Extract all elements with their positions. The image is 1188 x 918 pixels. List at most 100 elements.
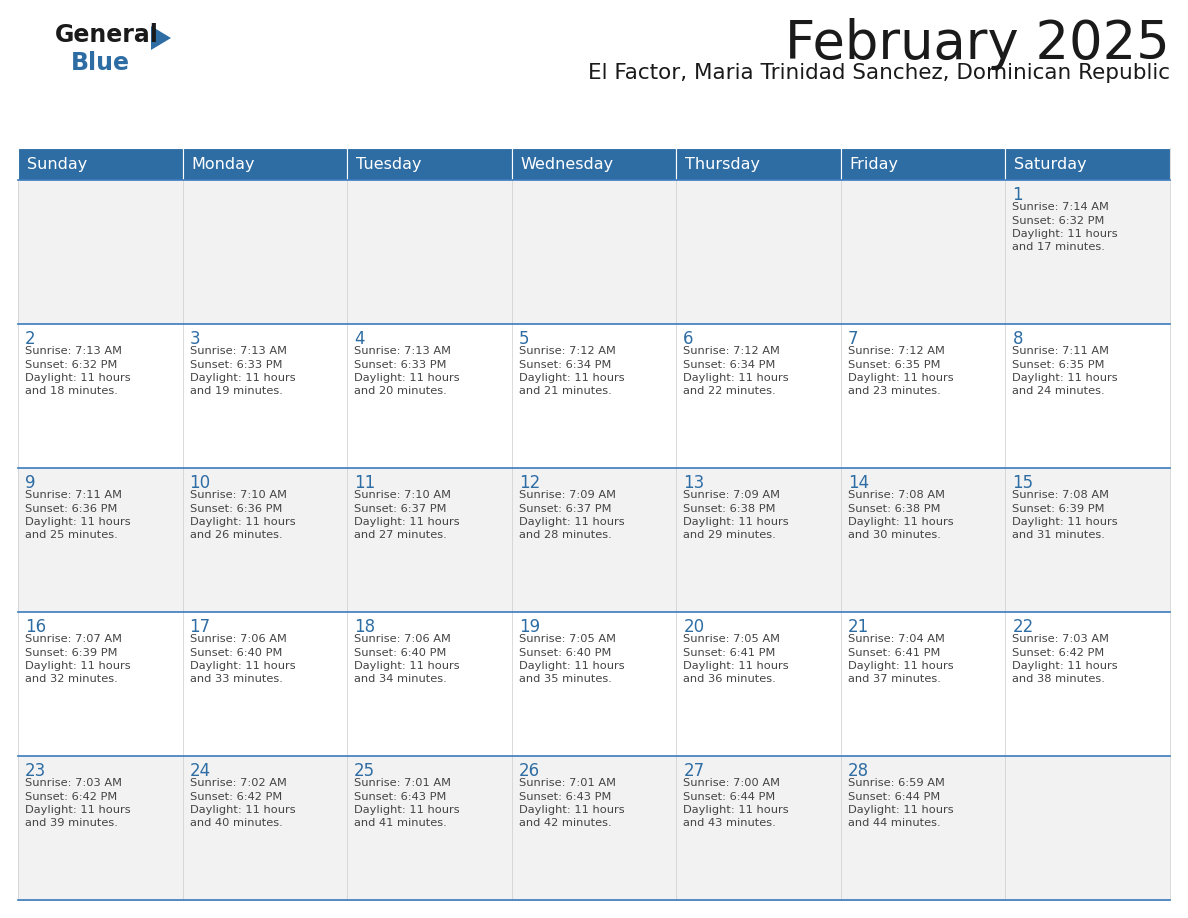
Bar — [676, 468, 841, 612]
Text: Sunset: 6:40 PM: Sunset: 6:40 PM — [519, 647, 611, 657]
Text: Sunset: 6:36 PM: Sunset: 6:36 PM — [25, 503, 118, 513]
Text: Monday: Monday — [191, 156, 255, 172]
Bar — [347, 756, 512, 900]
Polygon shape — [151, 26, 171, 50]
Text: and 43 minutes.: and 43 minutes. — [683, 819, 776, 829]
Text: Daylight: 11 hours: Daylight: 11 hours — [1012, 517, 1118, 527]
Bar — [183, 756, 347, 900]
Text: and 37 minutes.: and 37 minutes. — [848, 675, 941, 685]
Bar — [1005, 756, 1170, 900]
Text: Daylight: 11 hours: Daylight: 11 hours — [519, 373, 625, 383]
Bar — [1005, 180, 1170, 324]
Text: 13: 13 — [683, 474, 704, 492]
Text: Sunset: 6:41 PM: Sunset: 6:41 PM — [683, 647, 776, 657]
Bar — [512, 180, 676, 324]
Text: Wednesday: Wednesday — [520, 156, 614, 172]
Text: Daylight: 11 hours: Daylight: 11 hours — [1012, 229, 1118, 239]
Text: Daylight: 11 hours: Daylight: 11 hours — [190, 517, 295, 527]
Text: Daylight: 11 hours: Daylight: 11 hours — [848, 805, 954, 815]
Text: Daylight: 11 hours: Daylight: 11 hours — [683, 805, 789, 815]
Text: Daylight: 11 hours: Daylight: 11 hours — [190, 805, 295, 815]
Bar — [676, 756, 841, 900]
Text: Daylight: 11 hours: Daylight: 11 hours — [25, 805, 131, 815]
Text: and 40 minutes.: and 40 minutes. — [190, 819, 283, 829]
Text: and 36 minutes.: and 36 minutes. — [683, 675, 776, 685]
Text: 18: 18 — [354, 618, 375, 636]
Text: Sunrise: 7:03 AM: Sunrise: 7:03 AM — [25, 778, 122, 788]
Bar — [841, 612, 1005, 756]
Text: Daylight: 11 hours: Daylight: 11 hours — [683, 661, 789, 671]
Text: 26: 26 — [519, 762, 539, 780]
Text: Sunset: 6:42 PM: Sunset: 6:42 PM — [1012, 647, 1105, 657]
Text: and 39 minutes.: and 39 minutes. — [25, 819, 118, 829]
Bar — [18, 324, 183, 468]
Bar — [183, 468, 347, 612]
Text: Sunset: 6:33 PM: Sunset: 6:33 PM — [190, 360, 282, 370]
Text: and 18 minutes.: and 18 minutes. — [25, 386, 118, 397]
Text: Sunrise: 7:09 AM: Sunrise: 7:09 AM — [519, 490, 615, 500]
Text: 24: 24 — [190, 762, 210, 780]
Text: 15: 15 — [1012, 474, 1034, 492]
Bar — [512, 148, 676, 180]
Text: Tuesday: Tuesday — [356, 156, 422, 172]
Text: Daylight: 11 hours: Daylight: 11 hours — [354, 517, 460, 527]
Bar — [841, 468, 1005, 612]
Text: Sunday: Sunday — [27, 156, 87, 172]
Text: Sunset: 6:35 PM: Sunset: 6:35 PM — [848, 360, 941, 370]
Text: 6: 6 — [683, 330, 694, 348]
Text: Sunrise: 7:13 AM: Sunrise: 7:13 AM — [354, 346, 451, 356]
Text: and 34 minutes.: and 34 minutes. — [354, 675, 447, 685]
Text: Daylight: 11 hours: Daylight: 11 hours — [1012, 661, 1118, 671]
Text: Sunset: 6:32 PM: Sunset: 6:32 PM — [25, 360, 118, 370]
Text: 25: 25 — [354, 762, 375, 780]
Text: Daylight: 11 hours: Daylight: 11 hours — [25, 373, 131, 383]
Text: Sunset: 6:39 PM: Sunset: 6:39 PM — [25, 647, 118, 657]
Text: Daylight: 11 hours: Daylight: 11 hours — [848, 373, 954, 383]
Text: and 22 minutes.: and 22 minutes. — [683, 386, 776, 397]
Text: 2: 2 — [25, 330, 36, 348]
Text: Sunrise: 7:06 AM: Sunrise: 7:06 AM — [354, 634, 451, 644]
Text: and 28 minutes.: and 28 minutes. — [519, 531, 612, 541]
Text: Sunrise: 6:59 AM: Sunrise: 6:59 AM — [848, 778, 944, 788]
Bar — [183, 180, 347, 324]
Text: Daylight: 11 hours: Daylight: 11 hours — [848, 661, 954, 671]
Text: 28: 28 — [848, 762, 868, 780]
Text: and 21 minutes.: and 21 minutes. — [519, 386, 612, 397]
Text: Sunset: 6:38 PM: Sunset: 6:38 PM — [848, 503, 941, 513]
Bar — [18, 468, 183, 612]
Text: Daylight: 11 hours: Daylight: 11 hours — [519, 661, 625, 671]
Text: 11: 11 — [354, 474, 375, 492]
Text: Sunset: 6:44 PM: Sunset: 6:44 PM — [683, 791, 776, 801]
Bar — [676, 148, 841, 180]
Text: and 41 minutes.: and 41 minutes. — [354, 819, 447, 829]
Text: Daylight: 11 hours: Daylight: 11 hours — [354, 373, 460, 383]
Text: and 31 minutes.: and 31 minutes. — [1012, 531, 1105, 541]
Text: Sunrise: 7:07 AM: Sunrise: 7:07 AM — [25, 634, 122, 644]
Text: 27: 27 — [683, 762, 704, 780]
Text: Daylight: 11 hours: Daylight: 11 hours — [354, 805, 460, 815]
Text: Sunrise: 7:12 AM: Sunrise: 7:12 AM — [519, 346, 615, 356]
Text: Sunset: 6:36 PM: Sunset: 6:36 PM — [190, 503, 282, 513]
Text: and 29 minutes.: and 29 minutes. — [683, 531, 776, 541]
Text: 7: 7 — [848, 330, 859, 348]
Text: 19: 19 — [519, 618, 539, 636]
Bar — [347, 180, 512, 324]
Text: 16: 16 — [25, 618, 46, 636]
Text: 23: 23 — [25, 762, 46, 780]
Text: Daylight: 11 hours: Daylight: 11 hours — [190, 373, 295, 383]
Text: Sunrise: 7:14 AM: Sunrise: 7:14 AM — [1012, 202, 1110, 212]
Text: Sunset: 6:33 PM: Sunset: 6:33 PM — [354, 360, 447, 370]
Text: Daylight: 11 hours: Daylight: 11 hours — [683, 517, 789, 527]
Text: Sunrise: 7:10 AM: Sunrise: 7:10 AM — [190, 490, 286, 500]
Text: and 42 minutes.: and 42 minutes. — [519, 819, 612, 829]
Text: and 27 minutes.: and 27 minutes. — [354, 531, 447, 541]
Bar — [347, 148, 512, 180]
Bar — [841, 324, 1005, 468]
Bar — [18, 612, 183, 756]
Text: and 26 minutes.: and 26 minutes. — [190, 531, 283, 541]
Text: Sunset: 6:34 PM: Sunset: 6:34 PM — [519, 360, 611, 370]
Text: and 35 minutes.: and 35 minutes. — [519, 675, 612, 685]
Text: 8: 8 — [1012, 330, 1023, 348]
Bar — [1005, 148, 1170, 180]
Text: 1: 1 — [1012, 186, 1023, 204]
